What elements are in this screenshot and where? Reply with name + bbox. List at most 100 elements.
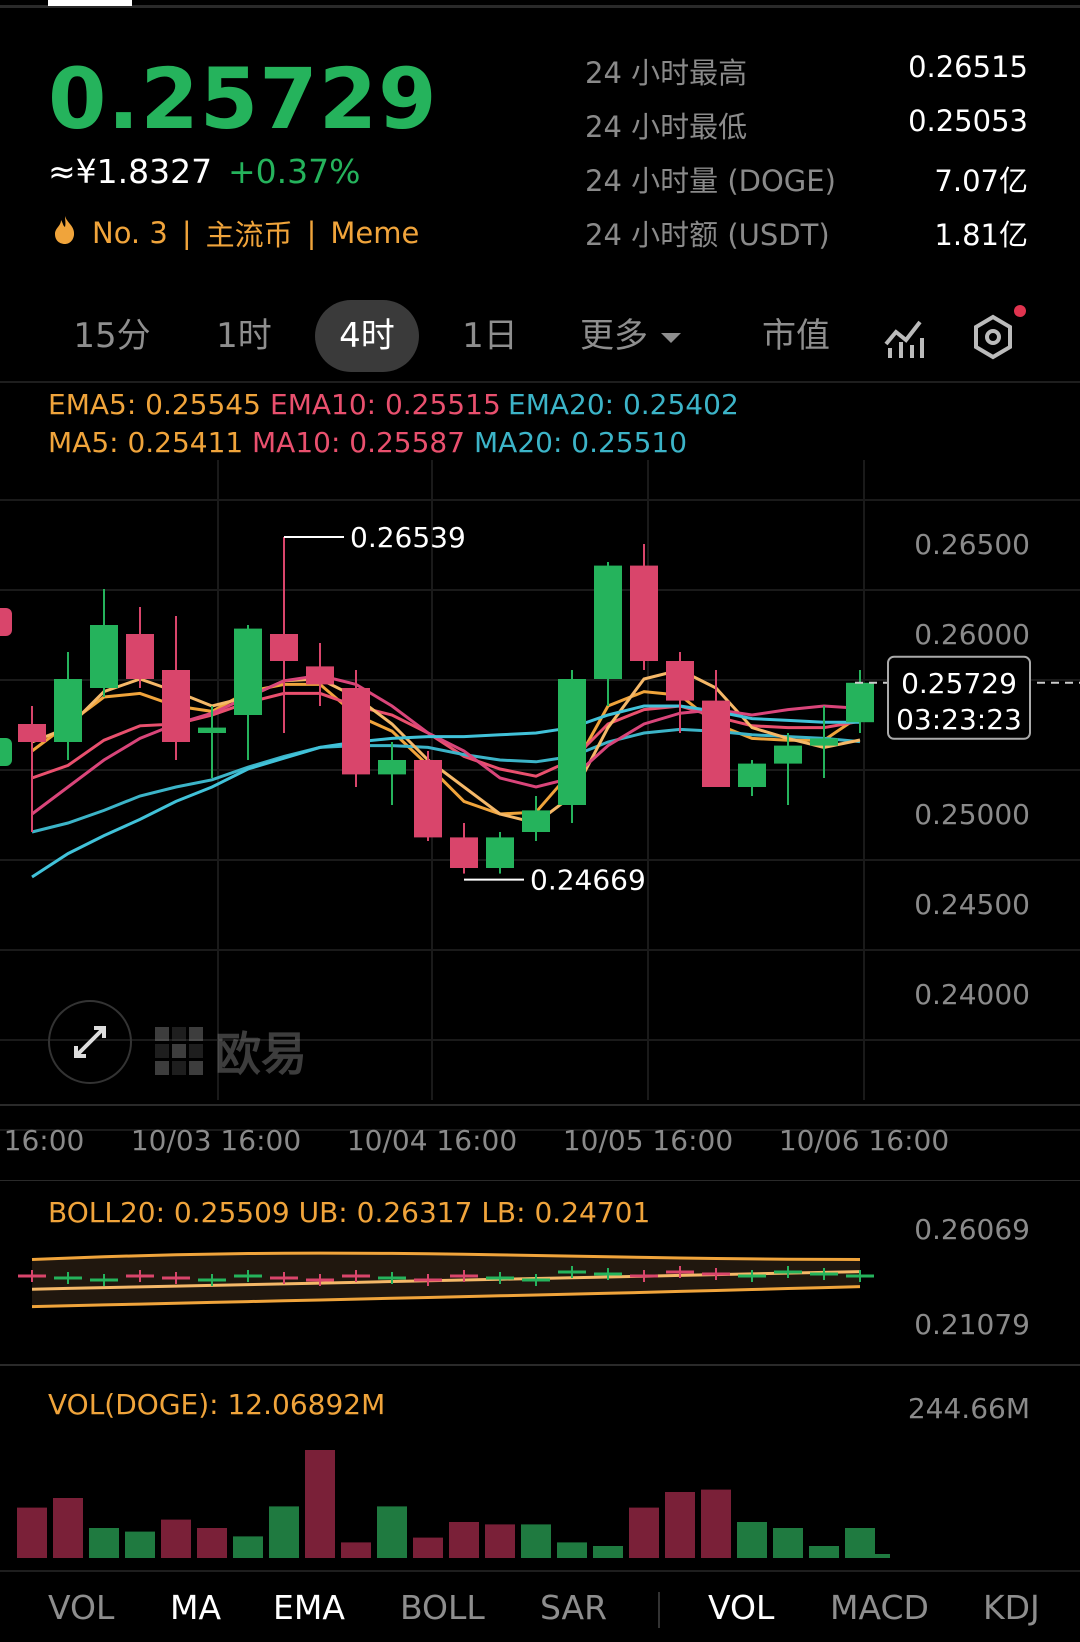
- edge-badge: [0, 608, 12, 636]
- candle: [666, 652, 694, 733]
- volume-bar: [521, 1524, 551, 1558]
- tag-divider: |: [306, 216, 317, 250]
- candle: [378, 742, 406, 805]
- tab-main-ema[interactable]: EMA: [273, 1588, 345, 1627]
- candle-body: [594, 565, 622, 679]
- volume-bar: [125, 1531, 155, 1558]
- x-tick-label: 10/03 16:00: [131, 1124, 301, 1157]
- candle-body: [558, 679, 586, 805]
- tab-main-sar[interactable]: SAR: [540, 1588, 608, 1627]
- candle-body: [486, 837, 514, 868]
- volume-chart[interactable]: 244.66M: [0, 1372, 1080, 1568]
- tab-sub-kdj[interactable]: KDJ: [983, 1588, 1040, 1627]
- price-change: +0.37%: [228, 152, 361, 191]
- candle-body: [630, 565, 658, 661]
- tab-divider: [658, 1592, 660, 1628]
- volume-bar: [161, 1519, 191, 1558]
- y-tick-label: 0.26000: [914, 618, 1030, 651]
- tab-main-ma[interactable]: MA: [170, 1588, 222, 1627]
- candle-body: [414, 760, 442, 838]
- ma10-label: MA10: 0.25587: [252, 426, 466, 459]
- candlestick-chart[interactable]: 0.265000.260000.255000.250000.245000.240…: [0, 460, 1080, 1180]
- candle-body: [54, 679, 82, 742]
- candle-body: [774, 745, 802, 764]
- tab-1h[interactable]: 1时: [216, 316, 272, 356]
- candle-body: [522, 810, 550, 832]
- volume-bar: [305, 1450, 335, 1558]
- tab-1d[interactable]: 1日: [462, 316, 518, 356]
- candle-body: [126, 634, 154, 679]
- volume-bar: [773, 1528, 803, 1558]
- volume-bar: [845, 1528, 875, 1558]
- indicator-chart-icon[interactable]: [880, 314, 926, 360]
- tab-sub-vol[interactable]: VOL: [708, 1588, 775, 1627]
- y-tick-label: 0.26500: [914, 528, 1030, 561]
- tab-sub-macd[interactable]: MACD: [830, 1588, 929, 1627]
- x-tick-label: 10/05 16:00: [563, 1124, 733, 1157]
- status-indicator: [48, 0, 132, 6]
- volume-bar: [341, 1542, 371, 1558]
- boll-chart[interactable]: 0.26069 0.21079: [0, 1180, 1080, 1370]
- candle-body: [198, 727, 226, 733]
- top-divider: [0, 5, 1080, 8]
- boll-label: BOLL20: 0.25509 UB: 0.26317 LB: 0.24701: [48, 1196, 651, 1229]
- meme-tag[interactable]: Meme: [330, 216, 420, 250]
- tab-15m[interactable]: 15分: [73, 316, 151, 356]
- timeframe-tabs: 15分 1时 4时 1日 更多 市值: [0, 300, 1080, 372]
- category-tag[interactable]: 主流币: [205, 218, 293, 252]
- ema10-label: EMA10: 0.25515: [270, 388, 501, 421]
- fire-icon: [52, 215, 78, 252]
- volume-bar: [557, 1542, 587, 1558]
- candle-body: [846, 682, 874, 723]
- candle: [270, 536, 298, 733]
- candle: [54, 652, 82, 760]
- high-marker-label: 0.26539: [350, 521, 466, 554]
- notification-dot: [1014, 305, 1026, 317]
- cny-price: ≈¥1.8327: [48, 152, 213, 191]
- candle-body: [18, 724, 46, 742]
- tabs-divider: [0, 381, 1080, 383]
- x-tick-label: 10/06 16:00: [779, 1124, 949, 1157]
- candle-body: [342, 688, 370, 775]
- ema5-label: EMA5: 0.25545: [48, 388, 261, 421]
- boll-upper-line: [31, 1251, 861, 1261]
- volume-bar: [53, 1498, 83, 1558]
- okx-logo-icon: [155, 1027, 203, 1075]
- candle: [306, 643, 334, 706]
- stat-label-amount: 24 小时额 (USDT): [585, 218, 830, 252]
- stat-value-volume: 7.07亿: [934, 164, 1028, 198]
- volume-bar: [233, 1536, 263, 1558]
- stat-label-volume: 24 小时量 (DOGE): [585, 164, 836, 198]
- tab-market-cap[interactable]: 市值: [762, 316, 830, 356]
- tab-more[interactable]: 更多: [580, 300, 700, 372]
- tab-main-boll[interactable]: BOLL: [400, 1588, 485, 1627]
- tab-4h[interactable]: 4时: [315, 300, 419, 372]
- volume-bar: [701, 1489, 731, 1558]
- fullscreen-button[interactable]: [48, 1000, 132, 1084]
- edge-badge: [0, 738, 12, 766]
- y-tick-label: 0.24000: [914, 978, 1030, 1011]
- settings-icon[interactable]: [970, 314, 1016, 360]
- candle-body: [306, 666, 334, 685]
- candle-body: [666, 661, 694, 701]
- candle: [810, 706, 838, 778]
- coin-tags: No. 3 | 主流币 | Meme: [52, 212, 419, 254]
- tab-main-vol[interactable]: VOL: [48, 1588, 115, 1627]
- ema20-label: EMA20: 0.25402: [508, 388, 739, 421]
- ma-line-ema5: [31, 682, 861, 816]
- x-tick-label: 10/04 16:00: [347, 1124, 517, 1157]
- candle: [846, 670, 874, 733]
- candle: [450, 823, 478, 874]
- rank-tag[interactable]: No. 3: [92, 216, 168, 250]
- candle: [486, 832, 514, 874]
- current-price-label: 0.25729: [901, 667, 1017, 700]
- y-tick-label: 0.24500: [914, 888, 1030, 921]
- candle-body: [90, 625, 118, 688]
- volume-bar: [377, 1506, 407, 1558]
- candle: [738, 760, 766, 796]
- candle: [90, 589, 118, 697]
- watermark: 欧易: [155, 1018, 307, 1084]
- x-tick-label: 16:00: [4, 1124, 85, 1157]
- y-tick-label: 0.25000: [914, 798, 1030, 831]
- candle-body: [270, 634, 298, 661]
